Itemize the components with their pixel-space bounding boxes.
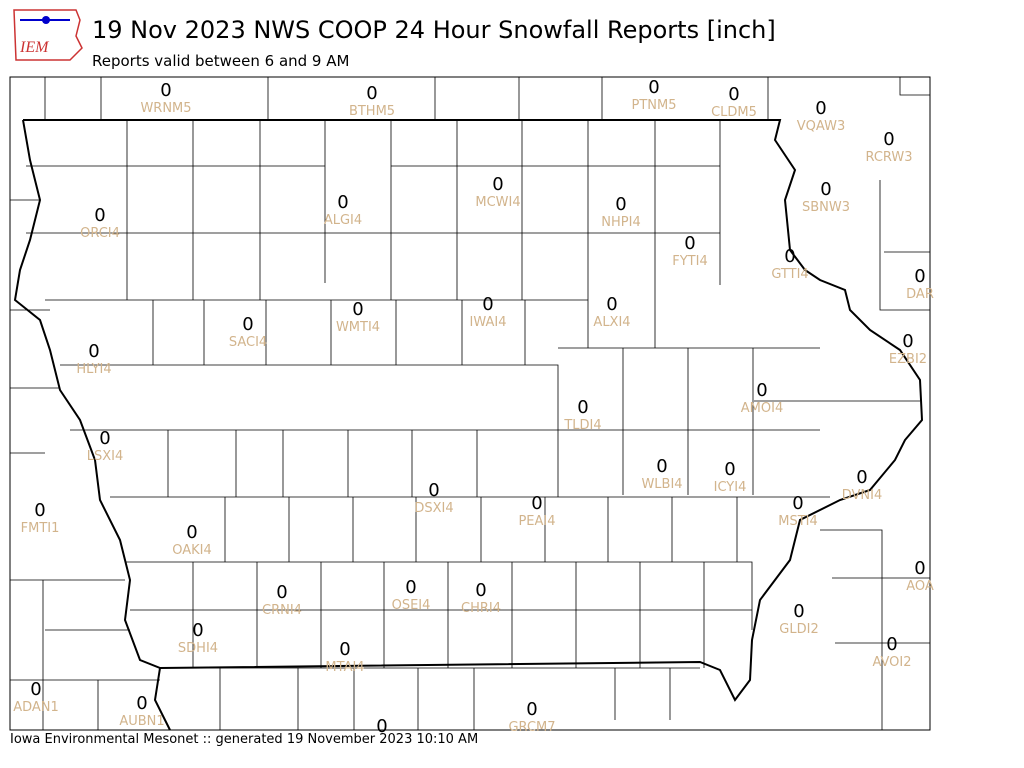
station-id: DAR (906, 287, 934, 302)
station-id: WRNM5 (140, 101, 191, 116)
footer: Iowa Environmental Mesonet :: generated … (10, 732, 479, 747)
snowfall-value: 0 (192, 620, 203, 641)
snowfall-value: 0 (160, 80, 171, 101)
snowfall-value: 0 (136, 693, 147, 714)
station-id: GLDI2 (779, 622, 818, 637)
snowfall-value: 0 (531, 493, 542, 514)
station-id: LSXI4 (87, 449, 124, 464)
snowfall-value: 0 (820, 179, 831, 200)
station-id: AMOI4 (741, 401, 783, 416)
snowfall-value: 0 (902, 331, 913, 352)
station-id: SDHI4 (178, 641, 218, 656)
snowfall-value: 0 (886, 634, 897, 655)
station-id: VQAW3 (797, 119, 845, 134)
logo: IEM (13, 9, 83, 61)
station-id: SBNW3 (802, 200, 850, 215)
subtitle: Reports valid between 6 and 9 AM (92, 52, 350, 70)
snowfall-value: 0 (88, 341, 99, 362)
station-id: ORCI4 (80, 226, 120, 241)
snowfall-value: 0 (482, 294, 493, 315)
station-id: MCWI4 (475, 195, 520, 210)
snowfall-value: 0 (914, 558, 925, 579)
snowfall-value: 0 (615, 194, 626, 215)
snowfall-value: 0 (99, 428, 110, 449)
snowfall-value: 0 (756, 380, 767, 401)
title: 19 Nov 2023 NWS COOP 24 Hour Snowfall Re… (92, 16, 776, 44)
station-id: AOA (906, 579, 934, 594)
snowfall-value: 0 (792, 493, 803, 514)
snowfall-value: 0 (856, 467, 867, 488)
station-id: ALXI4 (593, 315, 630, 330)
station-id: FYTI4 (672, 254, 707, 269)
snowfall-value: 0 (475, 580, 486, 601)
snowfall-value: 0 (684, 233, 695, 254)
station-id: ALGI4 (324, 213, 362, 228)
snowfall-value: 0 (337, 192, 348, 213)
station-id: AVOI2 (872, 655, 911, 670)
station-id: BTHM5 (349, 104, 395, 119)
snowfall-value: 0 (577, 397, 588, 418)
snowfall-value: 0 (724, 459, 735, 480)
station-id: HLYI4 (76, 362, 111, 377)
station-id: ICYI4 (714, 480, 747, 495)
station-id: IWAI4 (470, 315, 507, 330)
snowfall-value: 0 (793, 601, 804, 622)
station-id: ADAN1 (13, 700, 59, 715)
snowfall-value: 0 (784, 246, 795, 267)
snowfall-value: 0 (815, 98, 826, 119)
station-id: RCRW3 (865, 150, 912, 165)
svg-text:IEM: IEM (19, 39, 50, 56)
snowfall-value: 0 (242, 314, 253, 335)
snowfall-value: 0 (34, 500, 45, 521)
snowfall-value: 0 (30, 679, 41, 700)
snowfall-value: 0 (339, 639, 350, 660)
station-id: SACI4 (229, 335, 267, 350)
snowfall-value: 0 (366, 83, 377, 104)
snowfall-value: 0 (656, 456, 667, 477)
station-id: CRNI4 (262, 603, 302, 618)
snowfall-value: 0 (883, 129, 894, 150)
snowfall-value: 0 (405, 577, 416, 598)
snowfall-value: 0 (94, 205, 105, 226)
snowfall-value: 0 (276, 582, 287, 603)
snowfall-value: 0 (914, 266, 925, 287)
station-id: PTNM5 (632, 98, 677, 113)
station-id: PEAI4 (518, 514, 555, 529)
station-id: MSTI4 (778, 514, 818, 529)
station-id: AUBN1 (119, 714, 164, 729)
station-id: OSEI4 (392, 598, 431, 613)
snowfall-value: 0 (606, 294, 617, 315)
snowfall-value: 0 (352, 299, 363, 320)
snowfall-value: 0 (728, 84, 739, 105)
station-id: OAKI4 (172, 543, 212, 558)
station-id: NHPI4 (601, 215, 640, 230)
snowfall-value: 0 (428, 480, 439, 501)
station-id: WMTI4 (336, 320, 380, 335)
snowfall-value: 0 (492, 174, 503, 195)
county-lines (10, 77, 930, 730)
state-borders (13, 119, 924, 731)
station-id: DVNI4 (842, 488, 883, 503)
station-id: EZBI2 (889, 352, 927, 367)
station-id: GTTI4 (771, 267, 808, 282)
station-id: MTAI4 (325, 660, 364, 675)
snowfall-value: 0 (186, 522, 197, 543)
station-id: TLDI4 (563, 418, 601, 433)
snowfall-value: 0 (376, 716, 387, 737)
station-id: DSXI4 (414, 501, 453, 516)
station-id: WLBI4 (641, 477, 682, 492)
station-id: CHRI4 (461, 601, 501, 616)
station-id: CLDM5 (711, 105, 757, 120)
station-id: FMTI1 (21, 521, 60, 536)
snowfall-value: 0 (526, 699, 537, 720)
station-id: GRCM7 (508, 720, 555, 735)
snowfall-value: 0 (648, 77, 659, 98)
